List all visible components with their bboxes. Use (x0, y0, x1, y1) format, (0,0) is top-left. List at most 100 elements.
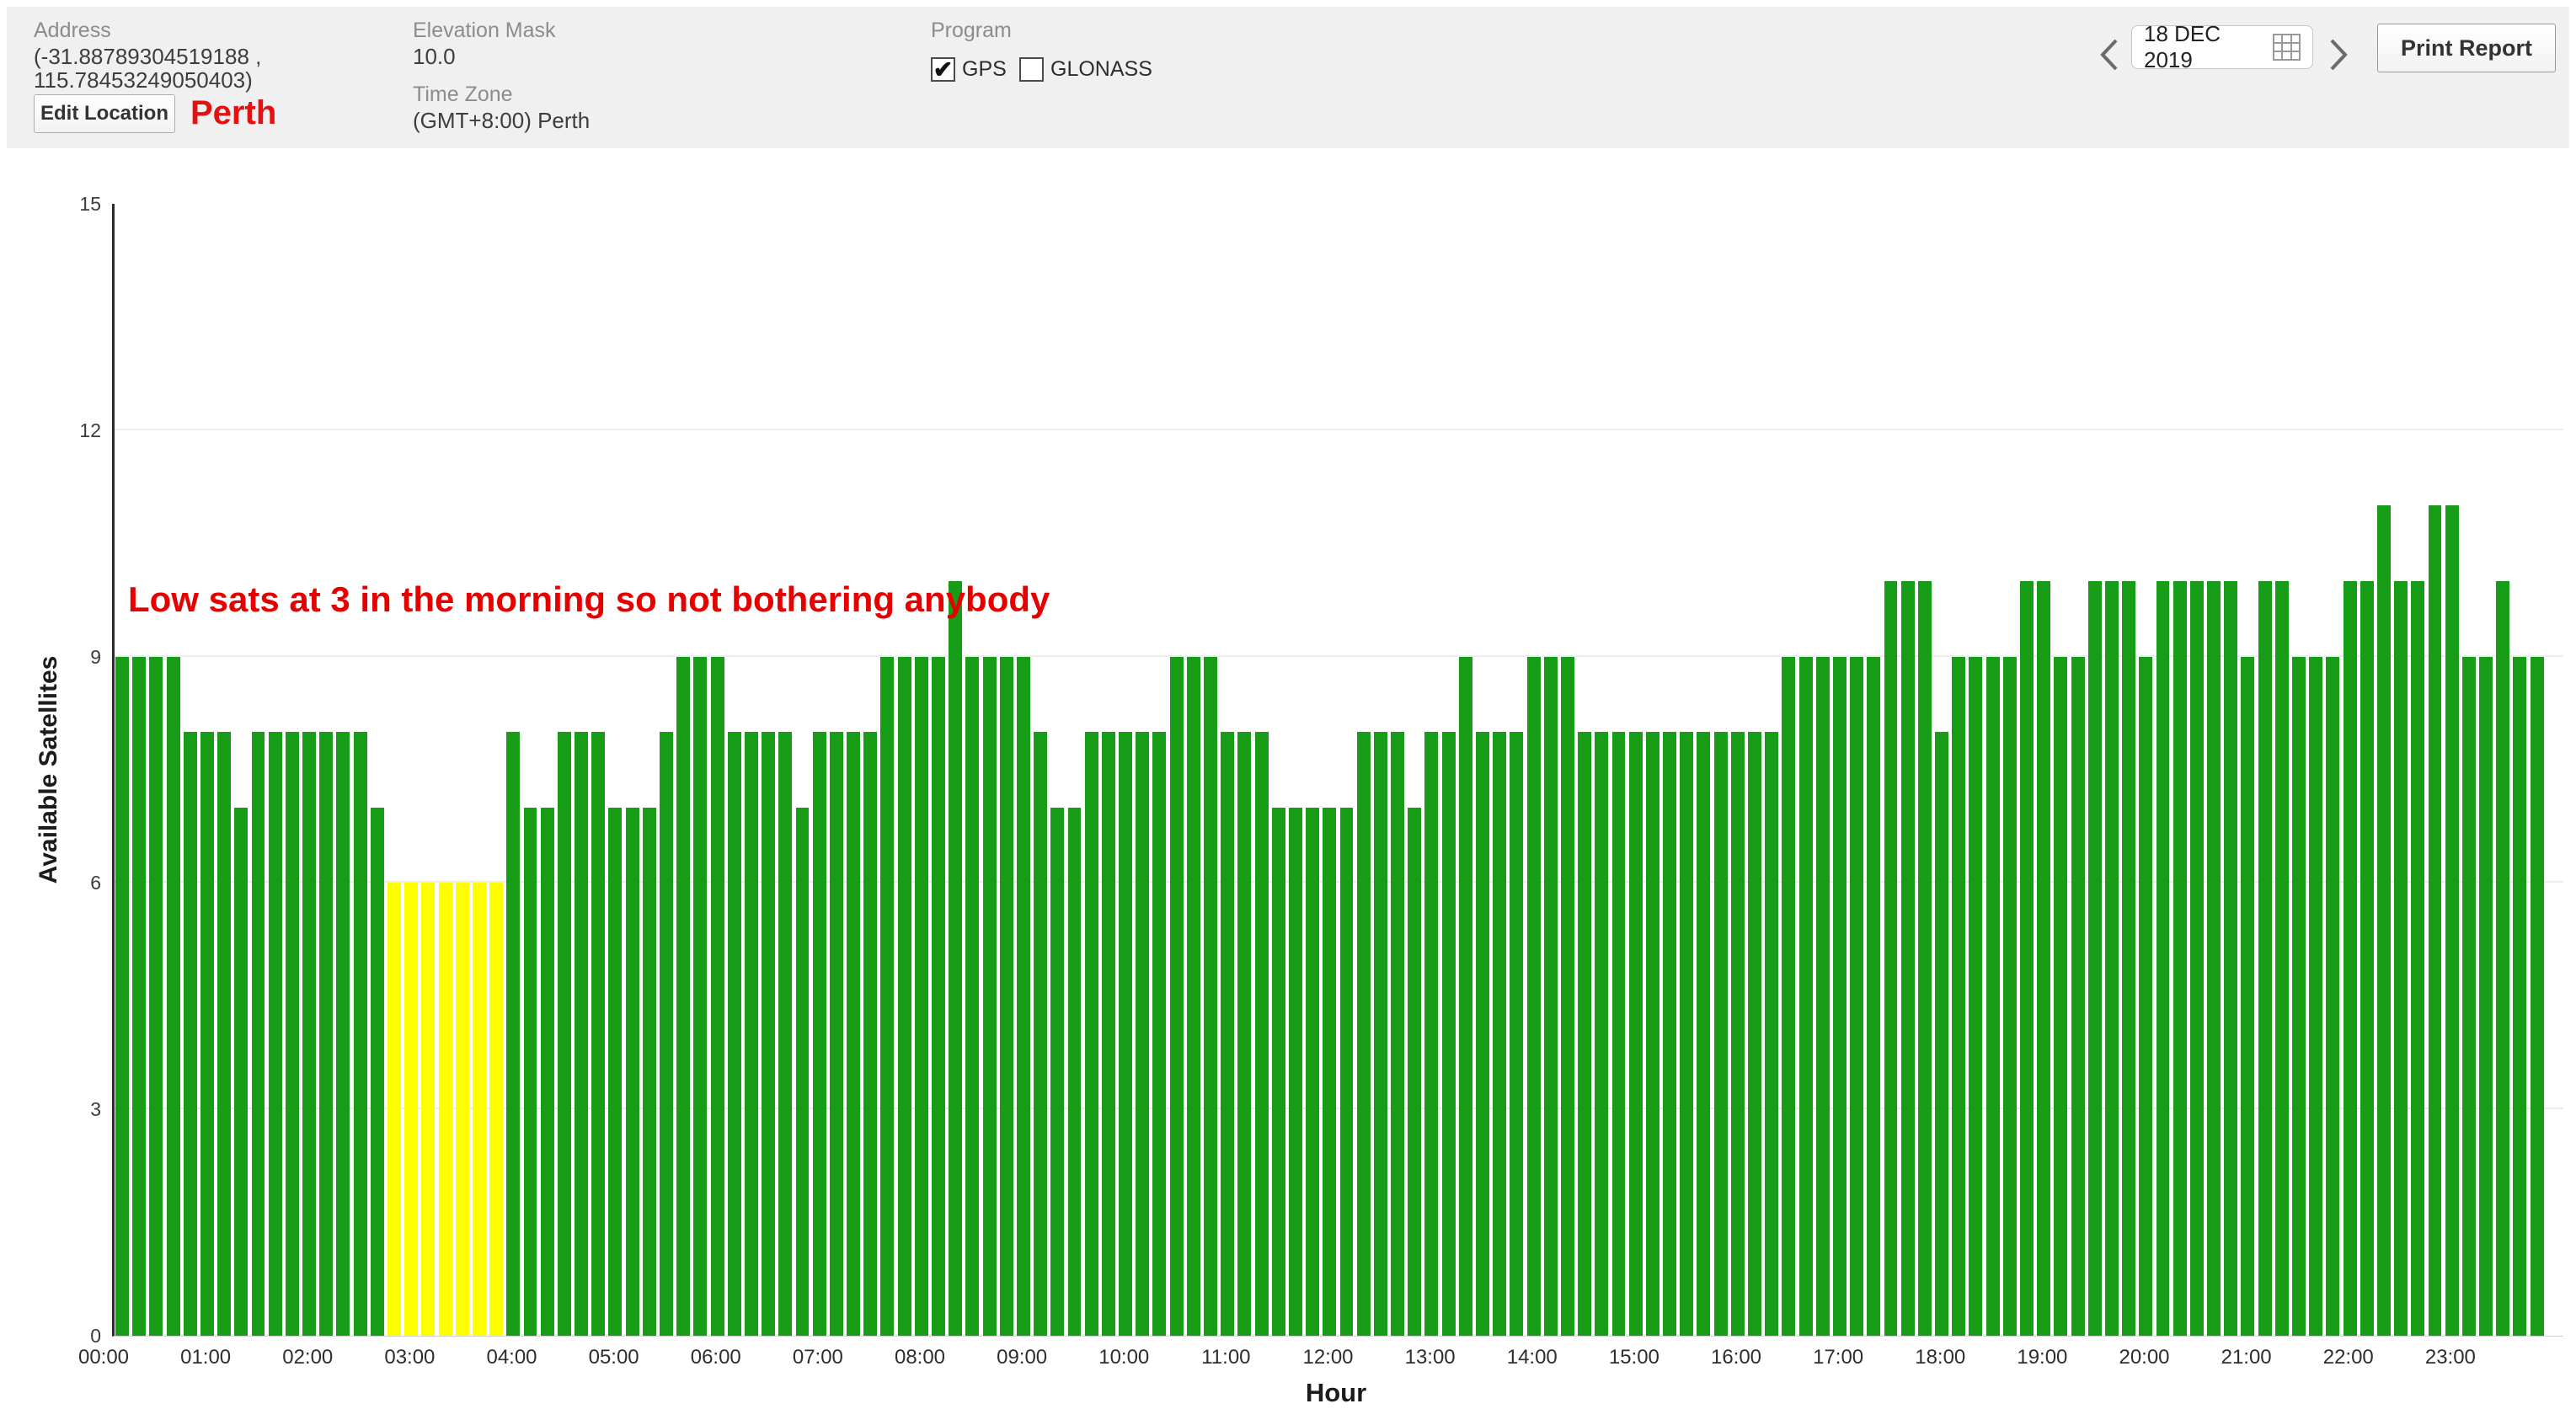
satellite-count-bar (540, 807, 554, 1336)
satellite-count-bar (1050, 807, 1065, 1336)
satellite-count-bar (1985, 656, 2000, 1336)
satellite-count-bar (625, 807, 639, 1336)
satellite-count-bar (727, 732, 741, 1336)
satellite-count-bar (2224, 581, 2238, 1336)
address-line1: (-31.88789304519188 , (34, 44, 262, 69)
satellite-count-bar (1900, 581, 1915, 1336)
satellite-count-bar (489, 883, 504, 1336)
x-tick-label: 10:00 (1098, 1346, 1150, 1369)
glonass-checkbox[interactable] (1019, 57, 1044, 82)
satellite-count-bar (1339, 807, 1354, 1336)
satellite-count-bar (2020, 581, 2034, 1336)
elevation-mask-label: Elevation Mask (413, 19, 556, 42)
gps-checkbox[interactable]: ✔ (931, 57, 955, 82)
satellite-count-bar (1323, 807, 1337, 1336)
satellite-count-bar (608, 807, 623, 1336)
satellite-count-bar (1526, 656, 1541, 1336)
x-tick-label: 17:00 (1813, 1346, 1864, 1369)
edit-location-button[interactable]: Edit Location (34, 94, 175, 133)
satellite-count-bar (234, 807, 249, 1336)
satellite-count-bar (965, 656, 980, 1336)
satellite-count-bar (932, 656, 945, 1336)
satellite-count-bar (1441, 732, 1456, 1336)
satellite-count-bar (2274, 581, 2289, 1336)
gridline (115, 428, 2563, 430)
satellite-count-bar (897, 656, 911, 1336)
satellite-count-bar (1832, 656, 1846, 1336)
x-tick-label: 14:00 (1506, 1346, 1558, 1369)
next-day-chevron-icon[interactable] (2327, 37, 2352, 72)
satellite-count-bar (1458, 656, 1472, 1336)
satellite-count-bar (183, 732, 197, 1336)
satellite-count-bar (1408, 807, 1422, 1336)
satellite-count-bar (1306, 807, 1320, 1336)
location-note: Perth (190, 94, 277, 131)
satellite-count-bar (115, 656, 129, 1336)
satellite-count-bar (1935, 732, 1949, 1336)
satellite-count-bar (591, 732, 606, 1336)
satellite-count-bar (1034, 732, 1048, 1336)
satellite-count-bar (1611, 732, 1626, 1336)
y-tick-label: 6 (90, 872, 101, 894)
previous-day-chevron-icon[interactable] (2096, 37, 2121, 72)
satellite-count-bar (1765, 732, 1779, 1336)
x-tick-label: 04:00 (486, 1346, 537, 1369)
satellite-count-bar (1237, 732, 1252, 1336)
y-tick-label: 0 (90, 1325, 101, 1347)
satellite-count-bar (1391, 732, 1405, 1336)
satellite-count-bar (1356, 732, 1371, 1336)
x-tick-label: 16:00 (1710, 1346, 1762, 1369)
satellite-count-bar (829, 732, 843, 1336)
satellite-count-bar (2002, 656, 2017, 1336)
satellite-count-bar (2258, 581, 2272, 1336)
x-tick-label: 15:00 (1608, 1346, 1659, 1369)
satellite-count-bar (982, 656, 997, 1336)
satellite-count-bar (2496, 581, 2510, 1336)
satellite-count-bar (506, 732, 521, 1336)
address-line2: 115.78453249050403) (34, 67, 253, 93)
satellite-count-bar (285, 732, 299, 1336)
satellite-count-bar (421, 883, 436, 1336)
gridline (115, 654, 2563, 657)
satellite-count-bar (2428, 505, 2442, 1336)
satellite-count-bar (2411, 581, 2425, 1336)
y-tick-label: 3 (90, 1098, 101, 1121)
satellite-count-bar (914, 656, 928, 1336)
x-tick-label: 11:00 (1201, 1346, 1251, 1369)
satellite-count-bar (1476, 732, 1489, 1336)
satellite-count-bar (2241, 656, 2255, 1336)
satellite-count-bar (2326, 656, 2340, 1336)
chart-annotation: Low sats at 3 in the morning so not both… (128, 579, 1050, 619)
x-tick-label: 00:00 (77, 1346, 130, 1369)
x-tick-label: 21:00 (2221, 1346, 2272, 1369)
satellite-count-bar (2104, 581, 2119, 1336)
satellite-count-bar (1119, 732, 1133, 1336)
satellite-count-bar (2071, 656, 2085, 1336)
satellite-count-bar (2445, 505, 2459, 1336)
satellite-count-bar (1373, 732, 1387, 1336)
satellite-count-bar (2394, 581, 2408, 1336)
y-tick-label: 9 (90, 645, 101, 668)
print-report-button[interactable]: Print Report (2377, 24, 2556, 72)
satellite-count-bar (1730, 732, 1745, 1336)
gps-checkbox-label: GPS (962, 57, 1007, 81)
satellite-count-bar (1067, 807, 1082, 1336)
date-picker[interactable]: 18 DEC 2019 (2131, 21, 2313, 72)
satellite-count-bar (557, 732, 571, 1336)
satellite-count-bar (319, 732, 334, 1336)
satellite-count-bar (149, 656, 163, 1336)
satellite-count-bar (1560, 656, 1574, 1336)
time-zone-label: Time Zone (413, 83, 513, 106)
x-tick-label: 05:00 (588, 1346, 639, 1369)
satellite-count-bar (575, 732, 589, 1336)
satellite-count-bar (999, 656, 1013, 1336)
satellite-count-bar (2530, 656, 2544, 1336)
x-axis-title: Hour (1305, 1378, 1367, 1407)
address-label: Address (34, 19, 111, 42)
satellite-count-bar (2156, 581, 2170, 1336)
satellite-count-bar (1969, 656, 1983, 1336)
y-tick-label: 15 (79, 193, 101, 215)
satellite-count-bar (2292, 656, 2306, 1336)
satellite-count-bar (2139, 656, 2153, 1336)
